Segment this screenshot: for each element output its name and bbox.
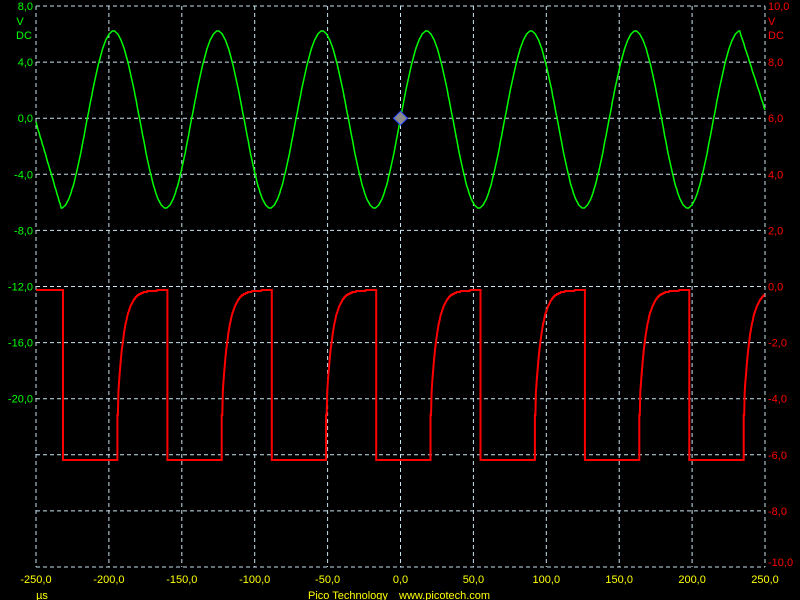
grid [35, 5, 766, 568]
left-axis-unit: V [16, 16, 24, 28]
left-tick-label: -8,0 [14, 225, 33, 237]
x-tick-label: 0,0 [393, 574, 408, 586]
x-tick-label: -100,0 [239, 574, 270, 586]
x-tick-label: -250,0 [20, 574, 51, 586]
x-tick-label: -150,0 [166, 574, 197, 586]
right-tick-label: 4,0 [768, 169, 783, 181]
right-tick-label: -4,0 [768, 394, 787, 406]
right-tick-label: 6,0 [768, 113, 783, 125]
right-tick-label: 8,0 [768, 57, 783, 69]
left-tick-label: -20,0 [8, 394, 33, 406]
right-tick-label: -2,0 [768, 338, 787, 350]
right-tick-label: 0,0 [768, 282, 783, 294]
right-tick-label: -8,0 [768, 506, 787, 518]
footer-url: www.picotech.com [398, 590, 490, 600]
x-tick-label: -200,0 [93, 574, 124, 586]
left-axis-ticks: 8,0 4,0 0,0 -4,0 -8,0 -12,0 -16,0 -20,0 [8, 1, 33, 406]
x-tick-label: 200,0 [678, 574, 706, 586]
traces [35, 30, 766, 461]
right-tick-label: -10,0 [768, 557, 793, 569]
x-tick-label: 50,0 [463, 574, 484, 586]
x-tick-label: 150,0 [605, 574, 633, 586]
right-tick-label: -6,0 [768, 450, 787, 462]
right-tick-label: 2,0 [768, 225, 783, 237]
right-tick-label: 10,0 [768, 1, 789, 13]
x-axis-ticks: -250,0 -200,0 -150,0 -100,0 -50,0 0,0 50,0 100,… [20, 574, 778, 586]
right-axis-ticks: 10,0 8,0 6,0 4,0 2,0 0,0 -2,0 -4,0 -6,0 -8,0 -10,0 [768, 1, 793, 569]
trigger-marker-icon[interactable] [392, 110, 409, 126]
right-axis-unit: V [768, 16, 776, 28]
left-tick-label: 0,0 [18, 113, 33, 125]
x-tick-label: -50,0 [315, 574, 340, 586]
x-tick-label: 250,0 [751, 574, 779, 586]
footer-brand: Pico Technology [308, 590, 388, 600]
left-tick-label: 4,0 [18, 57, 33, 69]
left-tick-label: -12,0 [8, 282, 33, 294]
left-tick-label: -4,0 [14, 169, 33, 181]
left-tick-label: -16,0 [8, 338, 33, 350]
x-tick-label: 100,0 [533, 574, 561, 586]
left-tick-label: 8,0 [18, 1, 33, 13]
x-axis-unit: µs [36, 590, 48, 600]
right-axis-coupling: DC [768, 30, 784, 42]
square-wave-trace [36, 289, 765, 461]
left-axis-coupling: DC [16, 30, 32, 42]
